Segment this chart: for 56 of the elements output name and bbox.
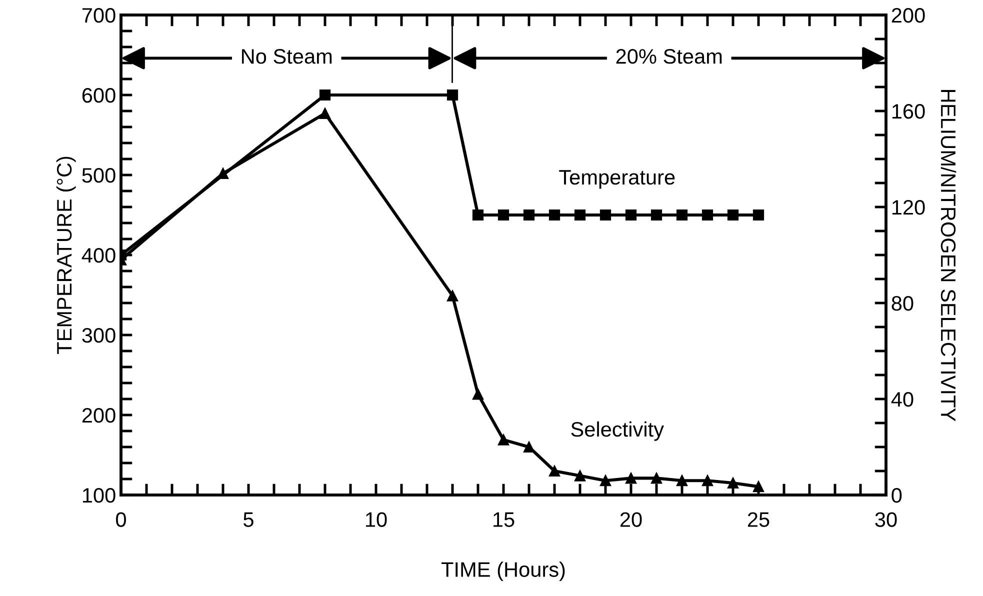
point [600,209,612,221]
point [574,470,586,482]
y-tick-label: 500 [82,168,116,183]
x-tick-label: 15 [494,512,514,527]
y2-tick-label: 80 [892,296,914,311]
x-tick-label: 5 [244,512,254,527]
series-label: Temperature [559,170,675,189]
y-axis-title: TEMPERATURE (°C) [56,156,76,354]
y-tick-label: 100 [82,488,116,503]
x-tick-label: 10 [366,512,387,527]
point [676,475,688,486]
point [600,475,612,486]
annotation: 20% Steam [616,49,722,64]
point [625,472,637,484]
point [702,209,714,221]
y2-tick-label: 0 [892,488,902,503]
point [650,209,662,221]
y2-tick-label: 120 [892,200,925,215]
point [217,168,229,179]
y2-axis-title: HELIUM/NITROGEN SELECTIVITY [940,90,956,422]
x-tick-label: 30 [875,512,897,527]
y-tick-label: 700 [82,8,116,23]
y2-tick-label: 200 [892,8,925,23]
point [319,108,331,119]
point [472,388,484,400]
x-axis-title: TIME (Hours) [441,562,565,582]
point [523,441,535,453]
point [574,209,586,221]
point [548,209,560,221]
point [446,290,458,302]
point [446,89,458,101]
point [676,209,688,221]
point [548,465,560,477]
y2-tick-label: 160 [892,104,925,119]
point [650,472,662,484]
point [752,209,764,221]
x-tick-label: 25 [748,512,770,527]
y-tick-label: 600 [82,88,116,103]
point [702,475,714,486]
y-tick-label: 300 [82,328,116,343]
x-tick-label: 0 [116,512,126,527]
point [319,89,331,101]
annotation: No Steam [242,49,332,64]
y-tick-label: 400 [82,248,116,263]
point [523,209,535,221]
point [625,209,637,221]
y-tick-label: 200 [82,408,116,423]
point [498,434,510,446]
point [472,209,484,221]
series-label: Selectivity [571,421,664,441]
point [727,209,739,221]
point [727,477,739,489]
x-tick-label: 20 [620,512,642,527]
y2-tick-label: 40 [891,392,914,407]
point [498,209,510,221]
point [752,481,764,492]
